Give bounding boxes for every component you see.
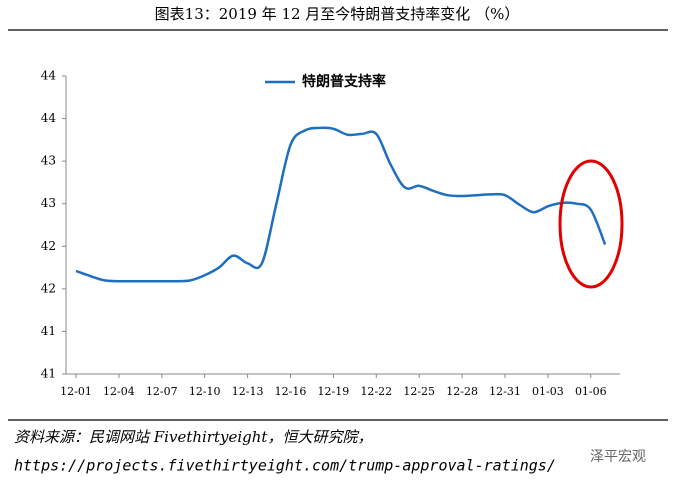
- y-tick-label: 44: [41, 111, 57, 125]
- x-tick-label: 12-10: [189, 385, 221, 398]
- series-line: [75, 126, 607, 283]
- source: 资料来源：民调网站 Fivethirtyeight，恒大研究院，: [14, 428, 372, 446]
- x-tick-label: 12-04: [103, 385, 135, 398]
- x-tick-label: 12-28: [446, 385, 478, 398]
- x-tick-label: 12-19: [318, 385, 350, 398]
- x-tick-label: 12-13: [232, 385, 264, 398]
- x-tick-label: 12-01: [60, 385, 92, 398]
- x-tick-label: 12-31: [489, 385, 521, 398]
- y-tick-label: 43: [41, 196, 56, 210]
- legend-label: 特朗普支持率: [302, 73, 386, 90]
- x-tick-label: 01-06: [575, 385, 607, 398]
- x-tick-label: 01-03: [532, 385, 564, 398]
- y-tick-label: 42: [41, 281, 56, 295]
- y-tick-label: 42: [41, 239, 56, 253]
- highlight-ellipse: [558, 159, 624, 289]
- y-tick-label: 41: [41, 324, 56, 338]
- x-tick-label: 12-25: [403, 385, 435, 398]
- source-url: https://projects.fivethirtyeight.com/tru…: [14, 457, 556, 475]
- watermark: 泽平宏观: [590, 449, 646, 465]
- chart-title: 图表13：2019 年 12 月至今特朗普支持率变化 （%）: [155, 5, 520, 23]
- x-tick-label: 12-16: [275, 385, 307, 398]
- y-tick-label: 43: [41, 154, 56, 168]
- x-tick-label: 12-07: [146, 385, 178, 398]
- y-tick-label: 41: [41, 367, 56, 381]
- y-tick-label: 44: [41, 69, 57, 83]
- x-tick-label: 12-22: [360, 385, 392, 398]
